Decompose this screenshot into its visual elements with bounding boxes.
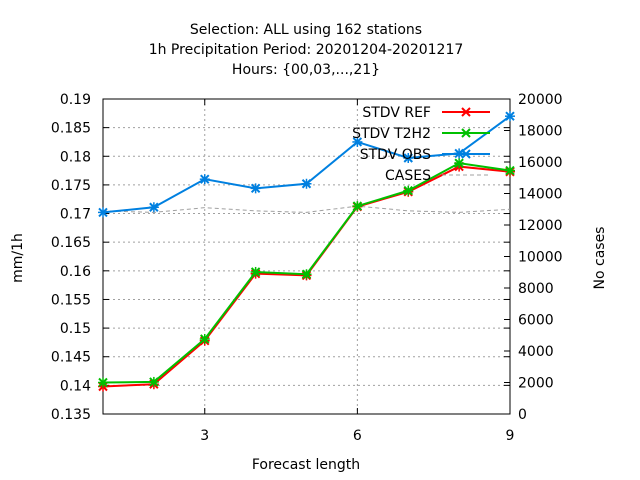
chart-title: Selection: ALL using 162 stations 1h Prec…: [149, 22, 464, 78]
data-point: [98, 377, 108, 388]
y-tick-label: 0.185: [51, 121, 91, 137]
y2-tick-label: 12000: [518, 218, 563, 234]
y-axis-label: mm/1h: [10, 233, 26, 283]
title-line: Hours: {00,03,...,21}: [232, 62, 380, 78]
x-tick-label: 9: [506, 428, 515, 444]
y-tick-label: 0.135: [51, 407, 91, 423]
legend-label: STDV T2H2: [352, 126, 431, 142]
data-point: [199, 174, 210, 185]
y2-tick-label: 20000: [518, 92, 563, 108]
y-tick-label: 0.18: [60, 149, 91, 165]
data-point: [301, 269, 312, 280]
series-line: [102, 115, 511, 214]
legend-marker: [461, 149, 471, 159]
y-tick-label: 0.145: [51, 350, 91, 366]
y2-tick-label: 10000: [518, 250, 563, 266]
legend-label: STDV REF: [362, 105, 431, 121]
data-point: [250, 183, 261, 194]
y2-tick-label: 4000: [518, 344, 554, 360]
y2-tick-label: 18000: [518, 124, 563, 140]
data-point: [403, 152, 414, 163]
y-tick-label: 0.16: [60, 264, 91, 280]
data-point: [352, 136, 363, 147]
y-tick-label: 0.15: [60, 321, 91, 337]
data-point: [403, 185, 414, 196]
y-axis-right: 0 2000 4000 6000 8000 10000 12000 14000 16000 180…: [504, 92, 563, 423]
data-point: [148, 202, 159, 213]
x-axis: 3 6 9: [200, 99, 514, 444]
y2-tick-label: 16000: [518, 155, 563, 171]
data-point: [148, 376, 159, 387]
data-point: [454, 158, 465, 169]
legend: STDV REF STDV T2H2 STDV OBS CASES: [352, 105, 490, 184]
title-line: 1h Precipitation Period: 20201204-202012…: [149, 42, 464, 58]
y2-tick-label: 8000: [518, 281, 554, 297]
legend-marker: [461, 107, 471, 117]
y-tick-label: 0.165: [51, 235, 91, 251]
y-axis-left: 0.135 0.14 0.145 0.15 0.155 0.16 0.165 0.17 0.17…: [51, 92, 510, 423]
data-point: [250, 266, 261, 277]
data-point: [505, 165, 515, 176]
y2-tick-label: 6000: [518, 313, 554, 329]
legend-marker: [461, 128, 471, 138]
y-tick-label: 0.14: [60, 378, 91, 394]
y2-tick-label: 14000: [518, 187, 563, 203]
legend-label: CASES: [385, 168, 431, 184]
y2-tick-label: 0: [518, 407, 527, 423]
y-tick-label: 0.155: [51, 292, 91, 308]
data-point: [301, 178, 312, 189]
y2-axis-label: No cases: [592, 227, 608, 290]
data-point: [199, 333, 210, 344]
data-point: [98, 207, 108, 218]
y2-tick-label: 2000: [518, 376, 554, 392]
plot-frame: [102, 98, 511, 415]
y-tick-label: 0.17: [60, 207, 91, 223]
legend-label: STDV OBS: [360, 147, 431, 163]
plot-border: [102, 98, 511, 415]
y-tick-label: 0.19: [60, 92, 91, 108]
x-tick-label: 6: [353, 428, 362, 444]
y-tick-label: 0.175: [51, 178, 91, 194]
series-line: [102, 205, 511, 213]
x-axis-label: Forecast length: [252, 457, 360, 473]
data-point: [505, 111, 515, 122]
grid-lines: [103, 99, 510, 414]
x-tick-label: 3: [200, 428, 209, 444]
data-point: [352, 201, 363, 212]
title-line: Selection: ALL using 162 stations: [190, 22, 422, 38]
